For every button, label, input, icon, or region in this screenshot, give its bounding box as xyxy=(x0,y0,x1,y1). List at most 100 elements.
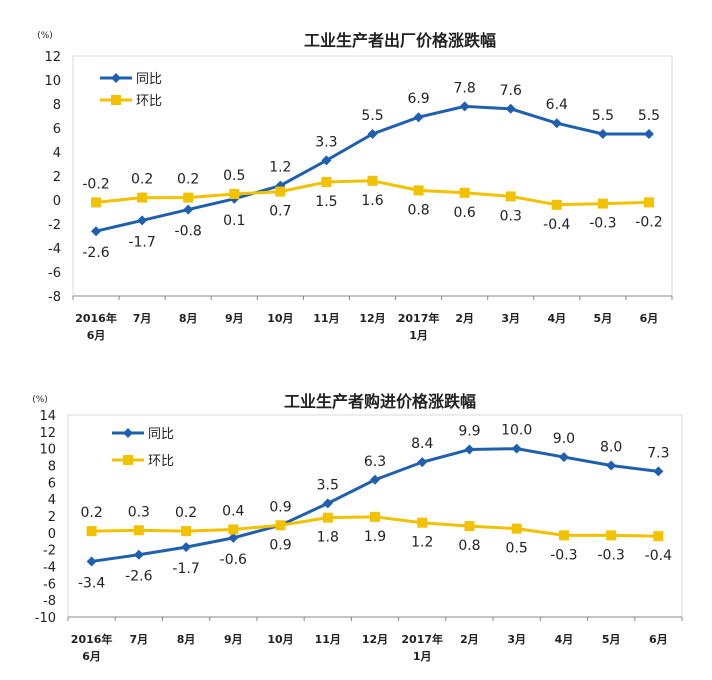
x-tick-label: 7月 xyxy=(130,633,149,646)
data-point-mom xyxy=(413,185,424,196)
y-tick-label: 2 xyxy=(53,170,61,185)
data-point-yoy xyxy=(86,556,97,567)
data-label: 0.8 xyxy=(458,538,480,554)
data-point-yoy xyxy=(137,215,148,226)
y-tick-label: 6 xyxy=(53,122,61,137)
data-point-mom xyxy=(505,191,516,202)
data-point-yoy xyxy=(417,457,428,468)
x-tick-label: 6月 xyxy=(649,633,668,646)
data-point-yoy xyxy=(181,542,192,553)
data-point-mom xyxy=(228,524,239,535)
data-point-mom xyxy=(558,530,569,541)
data-point-mom xyxy=(321,177,332,187)
data-label: -0.3 xyxy=(550,547,577,563)
data-point-yoy xyxy=(228,532,239,543)
x-tick-label: 11月 xyxy=(315,633,341,646)
data-point-yoy xyxy=(133,549,144,560)
y-tick-label: -8 xyxy=(48,290,61,305)
chart-1: 工业生产者出厂价格涨跌幅 (%) -8 -6 -4 -2 0 2 4 6 8 10 12 2016年 6月 7… xyxy=(37,31,673,342)
data-label: 7.3 xyxy=(647,445,669,461)
data-point-mom xyxy=(511,523,522,534)
data-point-yoy xyxy=(367,129,378,139)
data-point-mom xyxy=(86,526,97,537)
data-point-yoy xyxy=(511,443,522,454)
data-point-mom xyxy=(606,530,617,541)
y-tick-label: 8 xyxy=(53,98,61,113)
data-label: 0.2 xyxy=(177,172,199,188)
x-tick-label: 7月 xyxy=(133,312,152,325)
data-label: 1.5 xyxy=(315,194,337,210)
y-tick-label: 4 xyxy=(48,493,56,508)
data-point-mom xyxy=(91,197,102,208)
legend-square-icon xyxy=(111,95,121,105)
data-point-yoy xyxy=(643,129,654,139)
data-label: -0.3 xyxy=(597,547,624,563)
chart-2: 工业生产者购进价格涨跌幅 (%) -10 -8 -6-4 -2 0 2 4 68 10 12 14 201… xyxy=(32,392,683,663)
data-label: -0.4 xyxy=(645,548,672,564)
y-tick-label: -8 xyxy=(43,594,56,609)
data-label: 0.6 xyxy=(454,205,476,221)
data-point-mom xyxy=(275,520,286,531)
data-point-yoy xyxy=(413,112,424,123)
data-point-mom xyxy=(643,197,654,208)
data-point-mom xyxy=(183,192,194,203)
x-tick-label: 2017年 xyxy=(401,632,443,646)
data-label: 1.6 xyxy=(361,193,383,209)
y-tick-label: -4 xyxy=(48,242,61,257)
x-tick-label: 12月 xyxy=(359,312,385,325)
x-tick-label: 6月 xyxy=(82,650,101,663)
data-label: 0.9 xyxy=(269,537,291,553)
x-tick-label: 6月 xyxy=(87,329,106,342)
data-point-yoy xyxy=(551,118,562,129)
data-label: 0.2 xyxy=(175,505,197,521)
x-tick-label: 3月 xyxy=(501,312,520,325)
y-tick-label: -6 xyxy=(48,266,61,281)
data-point-mom xyxy=(181,526,192,537)
x-tick-label: 1月 xyxy=(413,650,432,663)
data-label: 7.6 xyxy=(500,83,522,99)
data-label: 1.8 xyxy=(317,530,339,546)
data-label: -0.4 xyxy=(543,217,570,233)
data-label: 0.4 xyxy=(222,503,244,519)
data-point-mom xyxy=(653,531,664,542)
data-label: -3.4 xyxy=(78,575,105,591)
data-point-mom xyxy=(367,175,378,186)
data-point-yoy xyxy=(505,103,516,114)
x-tick-label: 8月 xyxy=(177,633,196,646)
x-tick-label: 5月 xyxy=(602,633,621,646)
y-tick-label: 8 xyxy=(48,460,56,475)
legend-label: 环比 xyxy=(136,94,162,109)
y-tick-label: 14 xyxy=(39,409,56,424)
data-label: 0.2 xyxy=(131,172,153,188)
data-label: 9.0 xyxy=(553,431,575,447)
x-tick-label: 2016年 xyxy=(75,311,117,325)
data-point-mom xyxy=(464,521,475,532)
data-label: -1.7 xyxy=(172,561,199,577)
data-point-yoy xyxy=(606,460,617,471)
data-label: 0.5 xyxy=(506,541,528,557)
x-tick-label: 5月 xyxy=(594,312,613,325)
data-point-mom xyxy=(417,517,428,528)
data-point-mom xyxy=(551,199,562,210)
data-label: 1.9 xyxy=(364,529,386,545)
y-axis-unit: (%) xyxy=(37,31,53,41)
data-label: 0.1 xyxy=(223,213,245,229)
data-label: 0.2 xyxy=(80,505,102,521)
data-label: -1.7 xyxy=(128,234,155,250)
data-label: 5.5 xyxy=(638,108,660,124)
series-line-0 xyxy=(95,104,649,233)
data-point-yoy xyxy=(653,466,664,477)
data-label: -2.6 xyxy=(82,245,109,261)
y-tick-label: 10 xyxy=(39,443,56,458)
x-tick-label: 2月 xyxy=(455,312,474,325)
chart-title: 工业生产者购进价格涨跌幅 xyxy=(284,392,476,411)
data-label: 0.3 xyxy=(128,504,150,520)
data-point-yoy xyxy=(597,129,608,139)
legend-diamond-icon xyxy=(111,73,121,83)
x-tick-label: 2017年 xyxy=(398,311,440,325)
data-point-yoy xyxy=(370,474,380,485)
legend-square-icon xyxy=(123,455,133,465)
data-label: 3.3 xyxy=(315,134,337,150)
data-point-mom xyxy=(597,198,608,209)
